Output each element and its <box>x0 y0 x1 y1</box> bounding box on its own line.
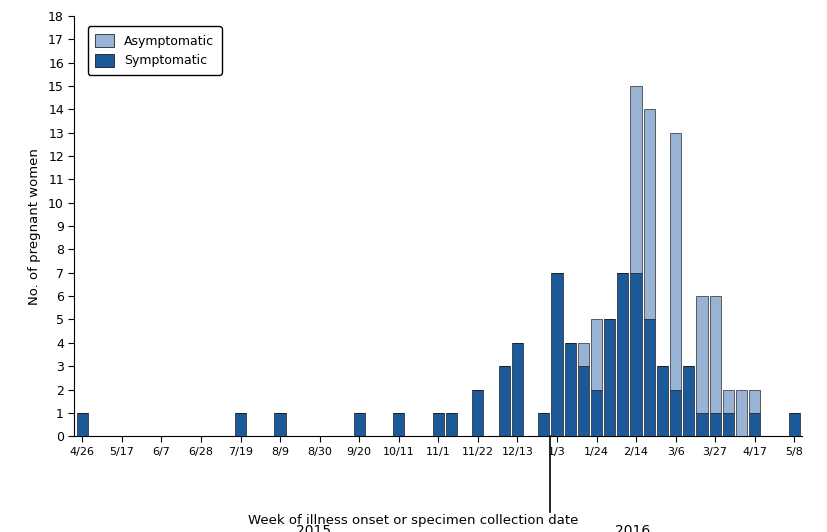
Bar <box>657 366 668 436</box>
Text: 2015: 2015 <box>296 524 331 532</box>
Bar <box>235 413 246 436</box>
Bar <box>591 320 602 389</box>
Bar <box>565 343 576 436</box>
Bar <box>696 296 708 413</box>
Bar <box>670 389 681 436</box>
Bar <box>499 366 509 436</box>
Bar <box>710 413 721 436</box>
Bar <box>630 86 642 273</box>
Bar <box>696 413 708 436</box>
Bar <box>617 273 629 436</box>
Bar <box>749 413 760 436</box>
Bar <box>354 413 365 436</box>
Bar <box>591 389 602 436</box>
Bar <box>393 413 404 436</box>
Bar <box>552 273 562 436</box>
Text: Week of illness onset or specimen collection date: Week of illness onset or specimen collec… <box>248 514 579 527</box>
Bar <box>578 343 589 366</box>
Bar <box>789 413 800 436</box>
Bar <box>749 389 760 413</box>
Bar <box>472 389 484 436</box>
Bar <box>670 132 681 389</box>
Y-axis label: No. of pregnant women: No. of pregnant women <box>28 148 41 304</box>
Bar <box>643 320 655 436</box>
Text: 2016: 2016 <box>615 524 651 532</box>
Bar <box>723 389 734 413</box>
Bar <box>736 389 747 436</box>
Bar <box>538 413 549 436</box>
Bar <box>710 296 721 413</box>
Bar <box>433 413 444 436</box>
Bar <box>275 413 285 436</box>
Bar <box>446 413 457 436</box>
Bar <box>77 413 88 436</box>
Bar <box>683 366 695 436</box>
Bar <box>723 413 734 436</box>
Bar <box>630 273 642 436</box>
Bar <box>512 343 523 436</box>
Legend: Asymptomatic, Symptomatic: Asymptomatic, Symptomatic <box>88 27 222 75</box>
Bar <box>604 320 615 436</box>
Bar <box>578 366 589 436</box>
Bar <box>643 110 655 320</box>
